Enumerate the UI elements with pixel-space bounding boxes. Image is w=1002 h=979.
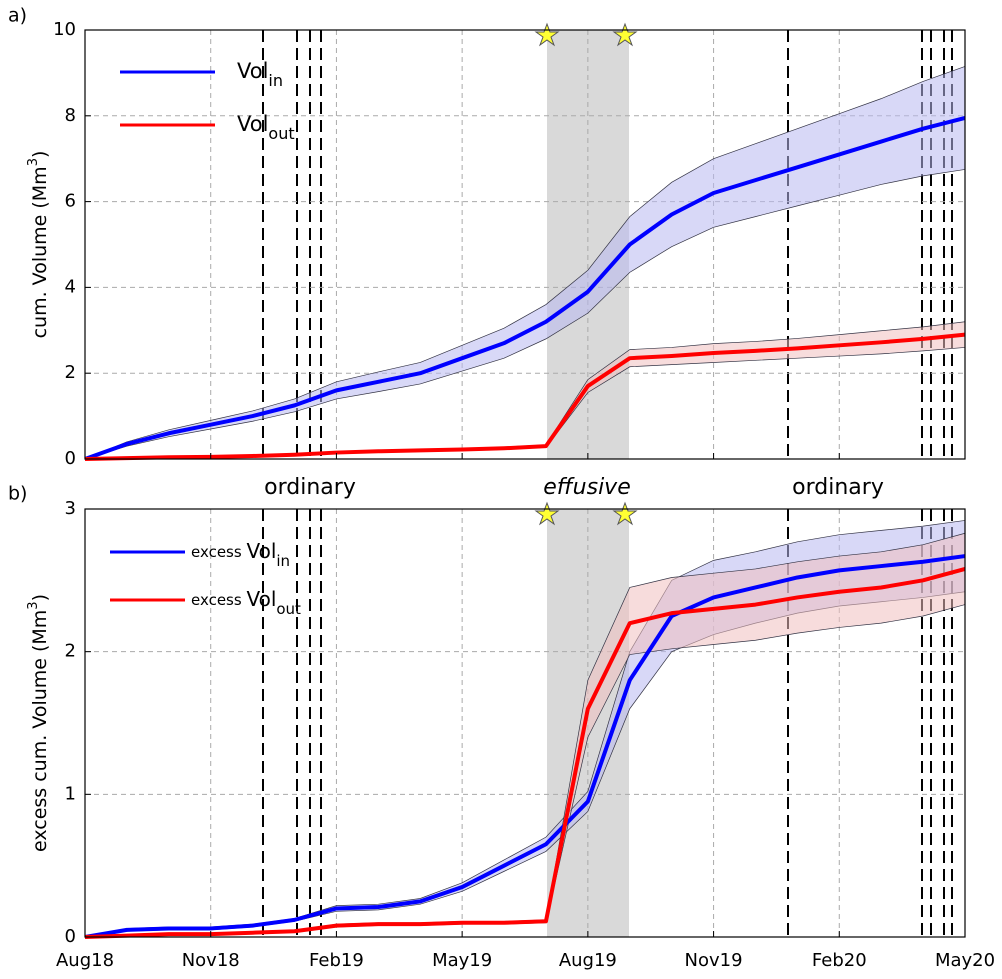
x-tick-label: May19 [432,950,492,971]
y-tick-label: 1 [65,783,76,804]
y-axis-label-part: ) [29,151,51,158]
y-tick-label: 0 [65,448,76,469]
y-axis-label: cum. Volume (Mm3) [26,151,51,339]
x-tick-label: Aug19 [559,950,617,971]
y-tick-label: 8 [65,105,76,126]
y-tick-label: 2 [65,641,76,662]
y-tick-label: 3 [65,498,76,519]
legend-label: excess Volin [191,539,290,570]
legend-sub: out [268,124,294,143]
y-axis-label: excess cum. Volume (Mm3) [26,594,51,852]
y-tick-label: 2 [65,362,76,383]
legend-name: Vol [246,587,276,611]
overlay: a) b) ordinary effusive ordinary 0246810… [8,5,995,972]
y-tick-label: 4 [65,276,76,297]
x-tick-label: May20 [935,950,995,971]
panel-label: b) [8,483,27,505]
stars [534,22,638,526]
series-line [84,554,966,939]
legend-name: Vol [237,112,268,136]
legend-name: excess [191,591,246,609]
y-axis-label-part: 3 [26,158,41,166]
panel-label: a) [8,5,27,27]
legend-label: Volout [237,112,295,143]
band-edge [84,591,966,938]
legend-sub: out [276,600,301,618]
plot-layer [84,29,966,939]
y-axis-label-part: ) [29,594,51,601]
series-line [84,116,966,461]
series-line [84,566,966,939]
annotation: ordinary [264,475,356,500]
y-tick-label: 10 [53,19,76,40]
axes-frame [84,508,966,938]
uncertainty-band [85,321,965,459]
y-tick-label: 6 [65,191,76,212]
annotation: ordinary [792,475,884,500]
x-tick-label: Nov18 [182,950,240,971]
annotation: effusive [543,475,630,500]
series-line [84,332,966,461]
legend-name: Vol [246,539,276,563]
x-tick-label: Feb19 [309,950,364,971]
legend-name: Vol [237,59,268,83]
legend-name: excess [191,543,246,561]
uncertainty-band [85,533,965,937]
uncertainty-band [85,66,965,459]
legend-sub: in [268,71,283,90]
x-tick-label: Feb20 [812,950,867,971]
x-tick-label: Nov19 [685,950,743,971]
legend-label: Volin [237,59,283,90]
band-edge [84,604,966,938]
band-edge [84,169,966,460]
axes-frame [84,29,966,460]
y-axis-label-part: excess cum. Volume (Mm [29,610,51,852]
legend-label: excess Volout [191,587,301,618]
y-axis-label-part: 3 [26,601,41,609]
band-edge [84,66,966,460]
legend-sub: in [276,552,290,570]
x-tick-label: Aug18 [56,950,114,971]
y-tick-label: 0 [65,926,76,947]
y-axis-label-part: cum. Volume (Mm [29,166,51,338]
band-edge [84,347,966,460]
